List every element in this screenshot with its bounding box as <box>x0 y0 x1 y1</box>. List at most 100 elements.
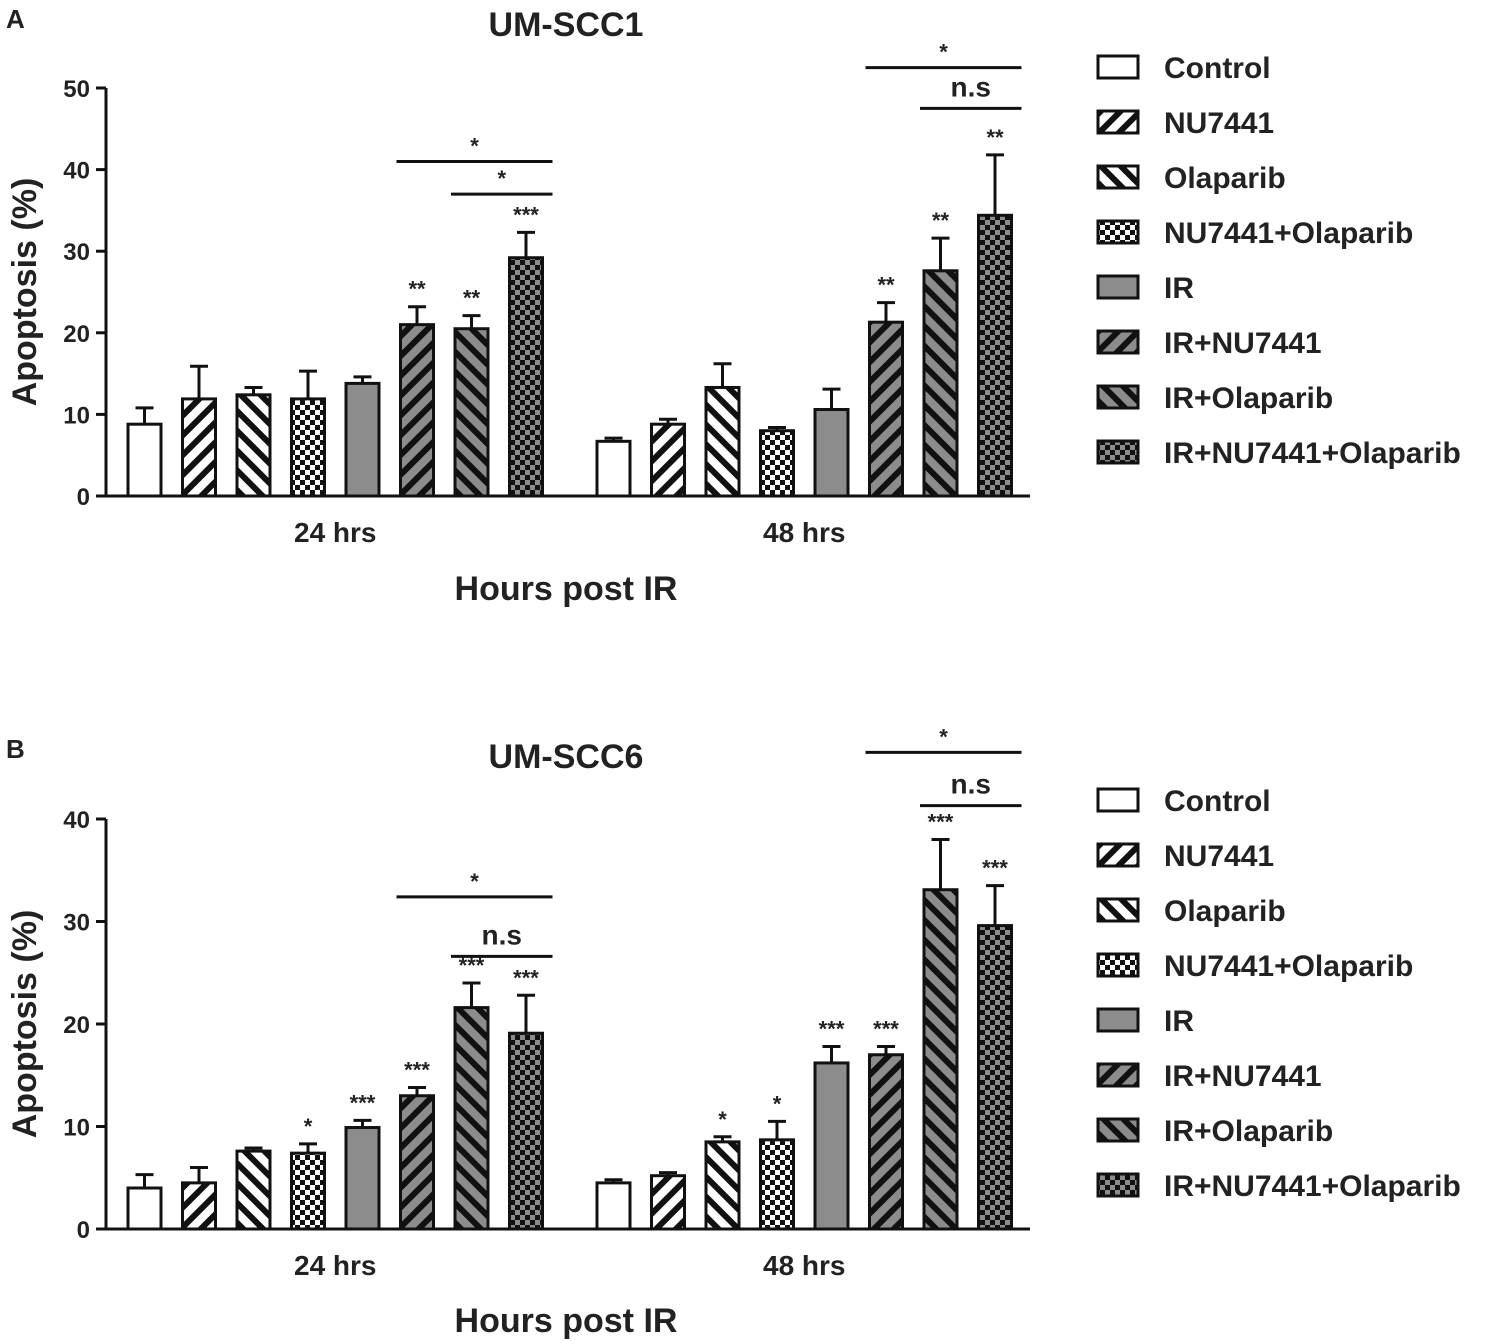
significance-label: ** <box>932 208 950 233</box>
legend: Control NU7441 Olaparib NU7441+Olaparib IR IR… <box>1096 52 1461 470</box>
legend-label: NU7441 <box>1164 107 1274 140</box>
bar <box>344 381 381 498</box>
bar <box>399 1094 435 1231</box>
comparison-label: * <box>939 724 948 749</box>
significance-label: ** <box>408 277 426 302</box>
bar <box>813 408 850 498</box>
legend-label: Control <box>1164 785 1271 818</box>
significance-label: ** <box>986 125 1004 150</box>
significance-label: *** <box>873 1017 899 1042</box>
bar <box>344 1126 381 1231</box>
bar <box>977 213 1013 498</box>
significance-label: *** <box>513 965 539 990</box>
significance-label: *** <box>982 856 1008 881</box>
bar <box>290 1151 326 1231</box>
legend-label: Olaparib <box>1164 162 1286 195</box>
legend-swatch <box>1096 952 1140 978</box>
legend-label: IR+Olaparib <box>1164 382 1333 415</box>
legend-swatch <box>1096 787 1140 813</box>
bar <box>813 1061 850 1231</box>
legend-swatch <box>1096 842 1140 868</box>
bar <box>704 1140 741 1231</box>
legend-swatch <box>1096 439 1140 465</box>
bar <box>759 429 795 498</box>
legend-swatch <box>1096 219 1140 245</box>
chart-title: UM-SCC6 <box>489 738 644 776</box>
panel-letter: B <box>6 734 25 764</box>
legend-swatch <box>1096 164 1140 190</box>
bar <box>399 323 435 498</box>
y-tick-label: 0 <box>77 484 90 511</box>
x-category-label: 24 hrs <box>294 517 377 548</box>
y-tick-label: 40 <box>63 158 90 185</box>
bar <box>508 256 544 498</box>
bar <box>922 269 959 498</box>
legend-swatch <box>1096 274 1140 300</box>
bar <box>453 327 490 498</box>
bar <box>290 397 326 498</box>
significance-label: * <box>718 1107 727 1132</box>
comparison-label: * <box>497 166 506 191</box>
legend-label: NU7441+Olaparib <box>1164 217 1413 250</box>
y-tick-label: 20 <box>63 321 90 348</box>
y-tick-label: 30 <box>63 910 90 937</box>
panel-a: A UM-SCC1 Apoptosis (%) Hours post IR 0 1… <box>6 4 1461 608</box>
comparison-label: * <box>939 40 948 65</box>
significance-label: * <box>304 1114 313 1139</box>
comparison-label: * <box>470 133 479 158</box>
bar <box>181 1181 217 1231</box>
bar <box>868 320 904 498</box>
bar <box>868 1053 904 1231</box>
chart-title: UM-SCC1 <box>489 6 644 44</box>
legend-label: IR+NU7441+Olaparib <box>1164 1170 1461 1203</box>
legend-swatch <box>1096 1172 1140 1198</box>
y-tick-label: 0 <box>77 1217 90 1244</box>
y-tick-label: 10 <box>63 402 90 429</box>
x-axis-title: Hours post IR <box>455 1302 678 1340</box>
legend-label: Olaparib <box>1164 895 1286 928</box>
legend-swatch <box>1096 1062 1140 1088</box>
legend-label: NU7441+Olaparib <box>1164 950 1413 983</box>
bar <box>126 422 163 498</box>
significance-label: *** <box>819 1017 845 1042</box>
legend-swatch <box>1096 1007 1140 1033</box>
comparison-label: * <box>470 869 479 894</box>
y-tick-label: 40 <box>63 807 90 834</box>
significance-label: ** <box>463 286 481 311</box>
y-tick-label: 30 <box>63 239 90 266</box>
legend-swatch <box>1096 109 1140 135</box>
legend-swatch <box>1096 54 1140 80</box>
bar <box>759 1138 795 1231</box>
bar <box>977 924 1013 1231</box>
bar <box>922 888 959 1231</box>
legend-swatch <box>1096 1117 1140 1143</box>
legend-label: Control <box>1164 52 1271 85</box>
bar <box>453 1006 490 1231</box>
legend-label: IR+NU7441 <box>1164 327 1322 360</box>
bar <box>650 422 686 498</box>
y-tick-label: 50 <box>63 76 90 103</box>
legend-label: IR+NU7441+Olaparib <box>1164 437 1461 470</box>
legend: Control NU7441 Olaparib NU7441+Olaparib IR IR… <box>1096 785 1461 1203</box>
x-category-label: 24 hrs <box>294 1250 377 1281</box>
legend-label: NU7441 <box>1164 840 1274 873</box>
bar <box>235 1149 272 1231</box>
panel-letter: A <box>6 4 25 34</box>
comparison-label: n.s <box>951 71 991 102</box>
bar <box>235 393 272 498</box>
bar <box>595 439 632 498</box>
x-category-label: 48 hrs <box>763 517 846 548</box>
bar <box>126 1186 163 1231</box>
legend-label: IR+Olaparib <box>1164 1115 1333 1148</box>
significance-label: *** <box>350 1090 376 1115</box>
legend-label: IR <box>1164 272 1194 305</box>
y-tick-label: 10 <box>63 1115 90 1142</box>
y-axis-title: Apoptosis (%) <box>6 178 44 407</box>
comparison-label: n.s <box>951 769 991 800</box>
significance-label: * <box>773 1091 782 1116</box>
legend-label: IR <box>1164 1005 1194 1038</box>
legend-label: IR+NU7441 <box>1164 1060 1322 1093</box>
